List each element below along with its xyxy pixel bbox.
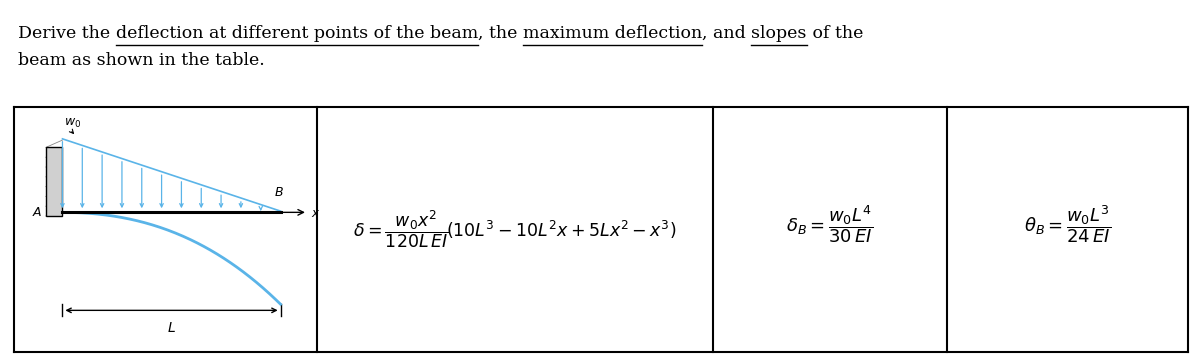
Text: deflection at different points of the beam: deflection at different points of the be… xyxy=(115,25,478,42)
Text: beam as shown in the table.: beam as shown in the table. xyxy=(18,52,265,69)
Text: $w_0$: $w_0$ xyxy=(64,117,82,130)
Text: , the: , the xyxy=(478,25,523,42)
Text: $\delta = \dfrac{w_0 x^2}{120L\,EI}\!\left(10L^3 - 10L^2 x + 5Lx^2 - x^3\right)$: $\delta = \dfrac{w_0 x^2}{120L\,EI}\!\le… xyxy=(353,209,677,250)
Text: of the: of the xyxy=(806,25,863,42)
Bar xyxy=(46,147,62,216)
Text: B: B xyxy=(275,186,283,199)
Text: $x$: $x$ xyxy=(311,207,320,220)
Text: $\theta_B = \dfrac{w_0 L^3}{24\,EI}$: $\theta_B = \dfrac{w_0 L^3}{24\,EI}$ xyxy=(1024,204,1111,245)
Text: $L$: $L$ xyxy=(167,321,176,335)
Text: , and: , and xyxy=(702,25,751,42)
Text: A: A xyxy=(32,206,41,219)
Text: Derive the: Derive the xyxy=(18,25,115,42)
Text: maximum deflection: maximum deflection xyxy=(523,25,702,42)
Text: $\delta_B = \dfrac{w_0 L^4}{30\,EI}$: $\delta_B = \dfrac{w_0 L^4}{30\,EI}$ xyxy=(786,204,874,245)
Text: slopes: slopes xyxy=(751,25,806,42)
